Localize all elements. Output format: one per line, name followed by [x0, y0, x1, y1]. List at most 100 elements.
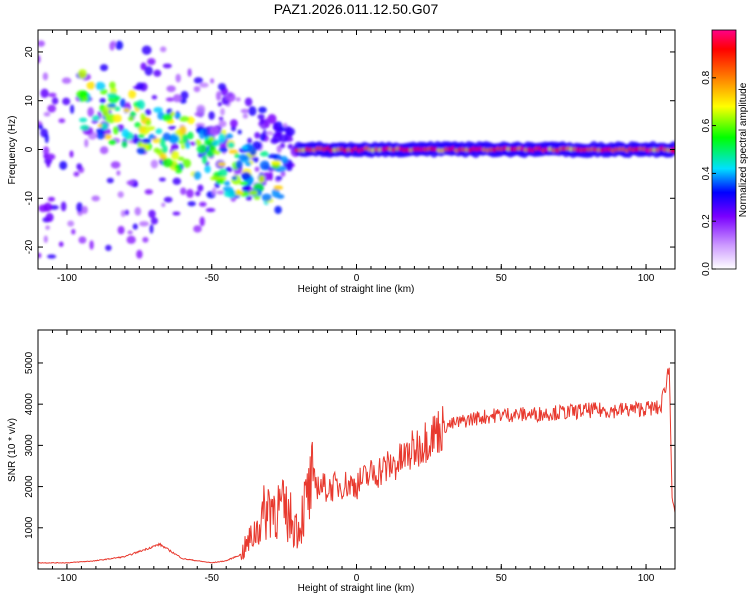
heat-blob-weak [195, 190, 201, 197]
y-tick-label: 5000 [24, 351, 35, 374]
heat-blob-weak [280, 170, 286, 177]
heat-blob-trace [153, 147, 161, 153]
heat-blob-trace [201, 154, 208, 165]
heat-blob-weak [147, 58, 156, 66]
heat-blob-weak [44, 133, 49, 144]
heat-blob-trace [129, 111, 137, 117]
heat-blob-weak [110, 161, 121, 169]
heat-blob-weak [187, 68, 192, 77]
heat-blob-weak [144, 189, 153, 195]
heat-blob-weak [172, 94, 182, 103]
heat-blob-weak [105, 244, 112, 252]
heat-blob-trace [218, 168, 228, 178]
heat-blob-trace [128, 116, 134, 122]
heat-blob-weak [150, 159, 159, 169]
heat-blob-weak [162, 63, 172, 69]
heat-blob-trace [258, 175, 265, 183]
heat-blob-weak [124, 209, 130, 216]
heat-blob-weak [132, 223, 138, 230]
heat-blob-weak [193, 77, 204, 84]
heat-blob-weak [218, 116, 224, 121]
heat-blob-trace [216, 179, 226, 185]
heat-blob-weak [217, 101, 222, 107]
x-tick-label: 100 [638, 273, 655, 284]
heat-blob-trace [235, 160, 243, 170]
heat-blob-trace [253, 195, 261, 200]
heat-blob-trace [102, 107, 110, 118]
heat-blob-weak [248, 106, 257, 116]
heat-blob-weak [150, 217, 158, 225]
heat-blob-weak [38, 124, 44, 130]
heat-blob-weak [272, 122, 279, 131]
heat-blob-trace [108, 139, 117, 145]
snr-background [38, 330, 675, 569]
heat-blob-weak [284, 126, 292, 134]
heat-blob-weak [225, 167, 230, 172]
y-tick-label: -20 [24, 239, 35, 254]
x-tick-label: 50 [496, 273, 508, 284]
spectrogram-y-label: Frequency (Hz) [7, 116, 18, 185]
heat-blob-trace [140, 113, 146, 121]
heat-blob-weak [225, 92, 236, 103]
heat-blob-weak [158, 177, 166, 182]
heat-blob-trace [80, 124, 90, 131]
heat-blob-weak [117, 191, 124, 198]
heat-blob-trace [79, 117, 88, 123]
heat-blob-weak [240, 108, 250, 114]
heat-blob-trace [218, 147, 229, 153]
heat-blob-weak [38, 55, 41, 64]
heat-blob-trace [107, 92, 118, 98]
heat-blob-weak [212, 187, 217, 196]
heat-blob-weak [38, 252, 42, 259]
heat-blob-weak [99, 97, 106, 104]
heat-blob-trace [234, 189, 244, 196]
heat-blob-weak [76, 163, 83, 170]
heat-blob-trace [159, 153, 167, 161]
heat-blob-weak [187, 201, 196, 207]
heat-blob-weak [163, 196, 173, 203]
heat-blob-weak [194, 111, 204, 117]
heat-blob-weak [84, 138, 89, 148]
heat-blob-weak [199, 216, 205, 227]
heat-blob-weak [242, 113, 249, 119]
heat-blob-weak [140, 62, 147, 71]
heat-blob-weak [38, 40, 45, 47]
heat-blob-weak [209, 126, 219, 137]
snr-y-ticks: 1000 2000 3000 4000 5000 [24, 351, 675, 539]
heat-blob-weak [126, 180, 135, 186]
heat-blob-trace [119, 98, 126, 108]
heat-blob-trace [204, 139, 213, 146]
x-tick-label: 50 [496, 573, 508, 584]
heat-blob-weak [58, 241, 64, 247]
y-tick-label: 0 [24, 146, 35, 152]
heat-blob-weak [76, 202, 83, 213]
heat-blob-weak [165, 97, 175, 102]
heat-blob-trace [121, 128, 130, 138]
heat-blob-weak [237, 129, 242, 135]
snr-series-line [38, 367, 675, 564]
heat-blob-weak [117, 225, 125, 235]
heat-blob-weak [196, 104, 206, 115]
heat-blob-weak [151, 95, 158, 100]
x-tick-label: -50 [205, 573, 220, 584]
heat-blob-trace [274, 205, 282, 214]
heat-blob-weak [69, 104, 75, 114]
heat-blob-weak [135, 82, 144, 90]
heat-blob-trace [95, 81, 106, 91]
heat-blob-trace [271, 188, 280, 198]
heat-blob-trace [186, 131, 194, 140]
heat-blob-trace [246, 178, 253, 183]
heat-blob-weak [275, 175, 283, 181]
heat-blob-weak [136, 249, 143, 259]
heat-blob-weak [186, 188, 194, 198]
heat-blob-trace [134, 122, 142, 128]
heat-blob-trace [91, 115, 100, 121]
heat-blob-trace [162, 113, 173, 122]
heat-blob-weak [193, 86, 201, 93]
heat-blob-weak [279, 142, 286, 149]
colorbar-gradient [711, 29, 737, 270]
heat-blob-trace [218, 133, 226, 143]
heat-blob-weak [252, 156, 259, 163]
heat-blob-weak [258, 106, 267, 114]
